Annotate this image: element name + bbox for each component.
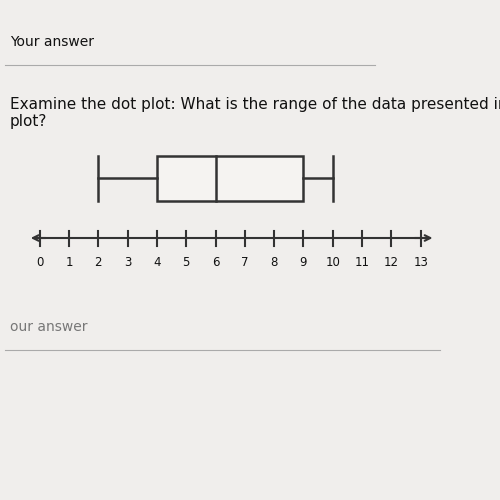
Text: 3: 3 xyxy=(124,256,132,269)
Text: our answer: our answer xyxy=(10,320,88,334)
Text: 5: 5 xyxy=(182,256,190,269)
Text: 10: 10 xyxy=(326,256,340,269)
Text: 2: 2 xyxy=(94,256,102,269)
Text: 8: 8 xyxy=(270,256,278,269)
Text: 1: 1 xyxy=(65,256,72,269)
Text: 7: 7 xyxy=(241,256,248,269)
Text: 0: 0 xyxy=(36,256,44,269)
Text: 11: 11 xyxy=(354,256,370,269)
Text: 13: 13 xyxy=(414,256,428,269)
Text: 6: 6 xyxy=(212,256,220,269)
Text: Examine the dot plot: What is the range of the data presented in the box
plot?: Examine the dot plot: What is the range … xyxy=(10,96,500,129)
Text: 9: 9 xyxy=(300,256,307,269)
Text: Your answer: Your answer xyxy=(10,35,94,49)
Text: 4: 4 xyxy=(153,256,160,269)
Text: 12: 12 xyxy=(384,256,399,269)
Bar xyxy=(157,156,304,200)
